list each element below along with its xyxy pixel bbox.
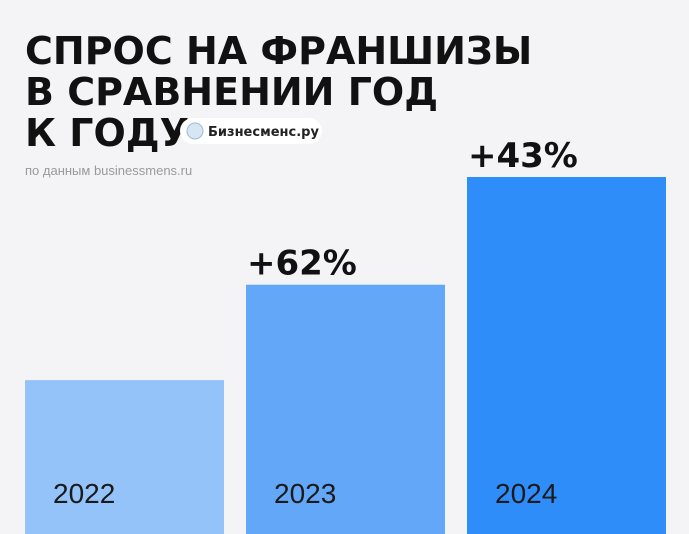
bar xyxy=(25,380,224,534)
bar xyxy=(246,284,445,534)
growth-label: +43% xyxy=(468,136,578,176)
chart-title: СПРОС НА ФРАНШИЗЫ xyxy=(25,29,532,73)
category-label: 2022 xyxy=(53,478,115,509)
chart-title: К ГОДУ xyxy=(25,111,189,155)
category-label: 2023 xyxy=(274,478,336,509)
category-label: 2024 xyxy=(495,478,557,509)
growth-label: +62% xyxy=(247,244,357,284)
subtitle: по данным businessmens.ru xyxy=(25,163,192,178)
logo-badge xyxy=(180,118,322,144)
chart-title: В СРАВНЕНИИ ГОД xyxy=(25,70,438,114)
logo-text: Бизнесменс.ру xyxy=(208,125,319,140)
logo-icon xyxy=(186,122,204,140)
bar xyxy=(467,177,666,534)
